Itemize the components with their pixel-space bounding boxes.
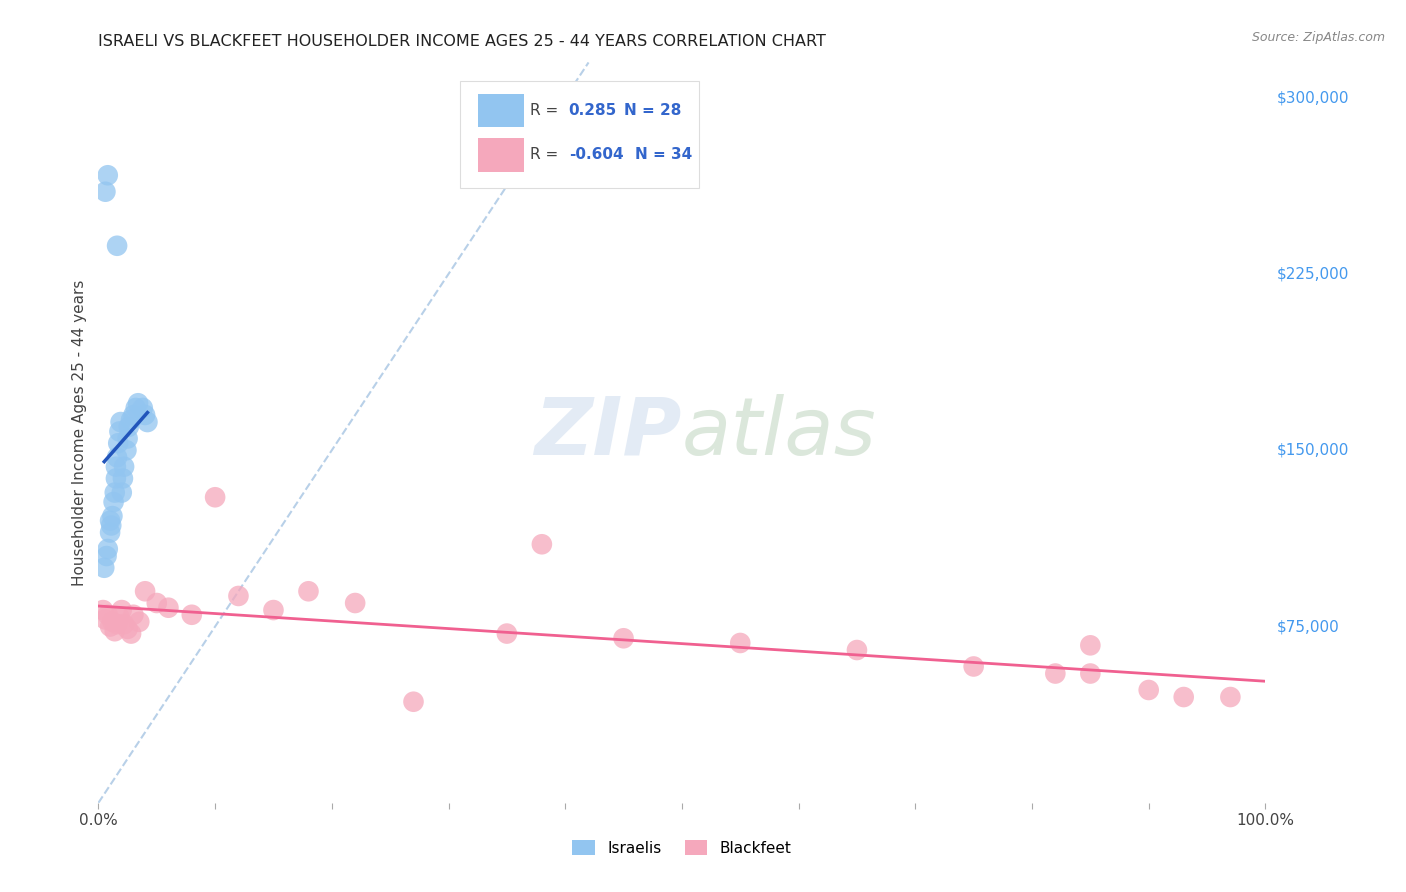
Text: N = 34: N = 34	[636, 147, 693, 162]
Point	[157, 600, 180, 615]
Point	[128, 615, 150, 629]
Point	[112, 617, 135, 632]
Point	[97, 541, 120, 556]
Point	[117, 432, 139, 446]
Text: ISRAELI VS BLACKFEET HOUSEHOLDER INCOME AGES 25 - 44 YEARS CORRELATION CHART: ISRAELI VS BLACKFEET HOUSEHOLDER INCOME …	[98, 34, 827, 49]
Point	[110, 415, 132, 429]
Point	[402, 695, 425, 709]
Point	[613, 632, 636, 646]
Point	[105, 450, 128, 465]
Text: $225,000: $225,000	[1277, 267, 1348, 282]
Point	[105, 617, 128, 632]
Point	[105, 239, 128, 253]
Point	[127, 396, 149, 410]
Text: N = 28: N = 28	[624, 103, 681, 118]
Point	[146, 596, 169, 610]
Point	[98, 514, 121, 528]
Point	[115, 443, 138, 458]
Point	[297, 584, 319, 599]
Point	[108, 425, 131, 439]
Point	[1045, 666, 1067, 681]
Point	[104, 459, 127, 474]
Point	[104, 624, 127, 639]
Point	[180, 607, 202, 622]
Point	[262, 603, 284, 617]
Point	[134, 408, 156, 422]
Y-axis label: Householder Income Ages 25 - 44 years: Householder Income Ages 25 - 44 years	[72, 279, 87, 586]
Point	[94, 185, 117, 199]
Point	[496, 626, 519, 640]
Point	[1080, 638, 1102, 652]
Point	[1137, 683, 1160, 698]
Point	[730, 636, 752, 650]
Text: 0.285: 0.285	[568, 103, 617, 118]
Point	[103, 495, 125, 509]
FancyBboxPatch shape	[478, 138, 524, 171]
Point	[136, 415, 159, 429]
Text: R =: R =	[530, 103, 564, 118]
Point	[1219, 690, 1241, 704]
Point	[108, 610, 131, 624]
Point	[104, 471, 127, 485]
Point	[118, 419, 141, 434]
Text: $150,000: $150,000	[1277, 442, 1348, 458]
Point	[111, 603, 134, 617]
Point	[117, 622, 139, 636]
Point	[344, 596, 367, 610]
Point	[107, 436, 129, 450]
Point	[132, 401, 155, 415]
Point	[101, 509, 124, 524]
Point	[120, 626, 142, 640]
Point	[120, 413, 142, 427]
Text: ZIP: ZIP	[534, 393, 682, 472]
Point	[97, 607, 120, 622]
Point	[98, 619, 121, 633]
Text: atlas: atlas	[682, 393, 877, 472]
Text: -0.604: -0.604	[568, 147, 623, 162]
Point	[228, 589, 250, 603]
FancyBboxPatch shape	[460, 81, 699, 188]
Point	[111, 471, 134, 485]
Point	[98, 525, 121, 540]
Point	[530, 537, 553, 551]
Point	[94, 612, 117, 626]
Point	[846, 643, 869, 657]
Point	[134, 584, 156, 599]
Point	[122, 408, 145, 422]
Point	[93, 561, 115, 575]
Point	[100, 518, 122, 533]
Point	[101, 615, 124, 629]
FancyBboxPatch shape	[478, 94, 524, 128]
Text: Source: ZipAtlas.com: Source: ZipAtlas.com	[1251, 31, 1385, 45]
Point	[125, 401, 148, 415]
Point	[962, 659, 984, 673]
Point	[1080, 666, 1102, 681]
Point	[1173, 690, 1195, 704]
Point	[122, 607, 145, 622]
Legend: Israelis, Blackfeet: Israelis, Blackfeet	[567, 834, 797, 862]
Point	[97, 168, 120, 182]
Point	[112, 459, 135, 474]
Text: $300,000: $300,000	[1277, 90, 1348, 105]
Point	[96, 549, 118, 563]
Text: $75,000: $75,000	[1277, 619, 1340, 634]
Point	[204, 490, 226, 504]
Point	[111, 485, 134, 500]
Point	[91, 603, 114, 617]
Text: R =: R =	[530, 147, 564, 162]
Point	[104, 485, 127, 500]
